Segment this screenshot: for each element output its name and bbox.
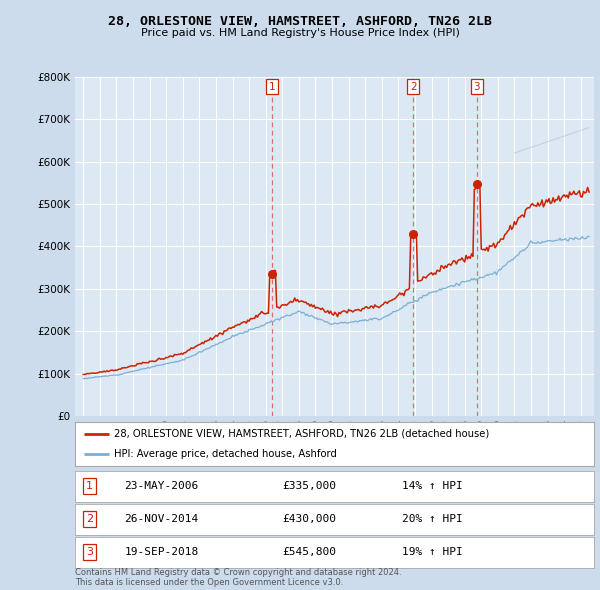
Text: Contains HM Land Registry data © Crown copyright and database right 2024.
This d: Contains HM Land Registry data © Crown c… [75, 568, 401, 587]
Text: £545,800: £545,800 [283, 548, 337, 557]
Text: 2: 2 [410, 82, 416, 92]
Text: Price paid vs. HM Land Registry's House Price Index (HPI): Price paid vs. HM Land Registry's House … [140, 28, 460, 38]
Text: 1: 1 [86, 481, 93, 491]
Text: £430,000: £430,000 [283, 514, 337, 524]
Text: HPI: Average price, detached house, Ashford: HPI: Average price, detached house, Ashf… [114, 449, 337, 459]
Text: 20% ↑ HPI: 20% ↑ HPI [402, 514, 463, 524]
Text: 26-NOV-2014: 26-NOV-2014 [124, 514, 199, 524]
Text: 23-MAY-2006: 23-MAY-2006 [124, 481, 199, 491]
Text: 3: 3 [473, 82, 480, 92]
Text: £335,000: £335,000 [283, 481, 337, 491]
Text: 2: 2 [86, 514, 93, 524]
Text: 28, ORLESTONE VIEW, HAMSTREET, ASHFORD, TN26 2LB (detached house): 28, ORLESTONE VIEW, HAMSTREET, ASHFORD, … [114, 429, 489, 439]
Text: 28, ORLESTONE VIEW, HAMSTREET, ASHFORD, TN26 2LB: 28, ORLESTONE VIEW, HAMSTREET, ASHFORD, … [108, 15, 492, 28]
Text: 1: 1 [269, 82, 275, 92]
Text: 19% ↑ HPI: 19% ↑ HPI [402, 548, 463, 557]
Text: 19-SEP-2018: 19-SEP-2018 [124, 548, 199, 557]
Text: 3: 3 [86, 548, 93, 557]
Text: 14% ↑ HPI: 14% ↑ HPI [402, 481, 463, 491]
